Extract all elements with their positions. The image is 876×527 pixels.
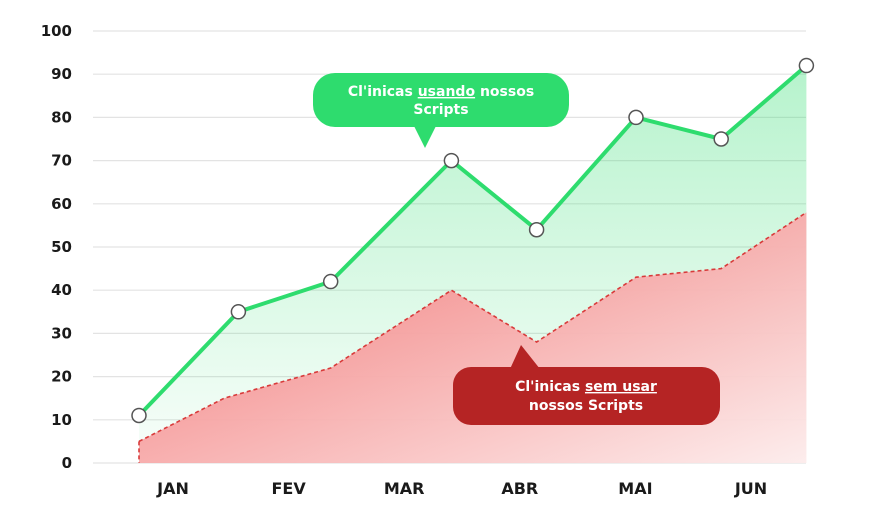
callout-red-line1: Cl'inicas sem usar bbox=[515, 379, 657, 395]
y-tick-label: 90 bbox=[51, 65, 72, 83]
callout-red-line2: nossos Scripts bbox=[529, 398, 643, 414]
callout-red-pointer bbox=[510, 345, 540, 369]
x-tick-label: JAN bbox=[156, 479, 189, 498]
y-tick-label: 20 bbox=[51, 368, 72, 386]
series-line-red bbox=[138, 211, 807, 443]
y-tick-label: 50 bbox=[51, 238, 72, 256]
data-point-green bbox=[713, 131, 729, 147]
callout-green-box bbox=[313, 73, 569, 127]
callout-green-pointer bbox=[414, 126, 436, 148]
y-tick-label: 80 bbox=[51, 108, 72, 126]
callout-red-box bbox=[453, 367, 720, 425]
data-point-green bbox=[628, 109, 644, 126]
series-lines bbox=[137, 63, 809, 463]
x-tick-label: MAI bbox=[618, 479, 652, 498]
x-tick-label: ABR bbox=[501, 479, 538, 498]
x-tick-labels: JAN FEV MAR ABR MAI JUN bbox=[156, 479, 767, 498]
y-tick-label: 40 bbox=[51, 281, 72, 299]
y-tick-label: 0 bbox=[62, 454, 72, 472]
data-point-green bbox=[798, 57, 815, 74]
data-point-green bbox=[131, 407, 147, 424]
series-line-green bbox=[137, 63, 809, 418]
data-point-green bbox=[322, 273, 339, 290]
y-tick-label: 100 bbox=[41, 22, 72, 40]
series-markers bbox=[131, 57, 815, 424]
x-tick-label: JUN bbox=[734, 479, 767, 498]
callout-red: Cl'inicas sem usar nossos Scripts bbox=[453, 345, 720, 425]
data-point-green bbox=[443, 152, 460, 169]
callout-green-line2: Scripts bbox=[413, 102, 468, 118]
y-tick-label: 30 bbox=[51, 324, 72, 342]
x-tick-label: MAR bbox=[384, 479, 425, 498]
callout-green: Cl'inicas usando nossos Scripts bbox=[313, 73, 569, 148]
data-point-green bbox=[528, 221, 545, 238]
x-tick-label: FEV bbox=[271, 479, 306, 498]
y-tick-label: 60 bbox=[51, 195, 72, 213]
y-tick-labels: 0 10 20 30 40 50 60 70 80 90 100 bbox=[41, 22, 72, 472]
y-tick-label: 70 bbox=[51, 152, 72, 170]
y-tick-label: 10 bbox=[51, 411, 72, 429]
callout-green-line1: Cl'inicas usando nossos bbox=[348, 84, 534, 100]
data-point-green bbox=[230, 304, 247, 320]
